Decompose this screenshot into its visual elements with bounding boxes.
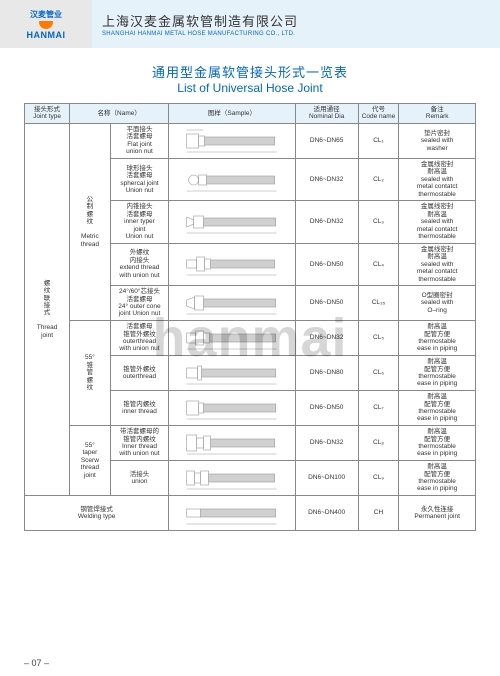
- sample-sketch-icon: [170, 126, 293, 156]
- cell-remark: 金属线密封 耐高温 sealed with metal contatct the…: [399, 158, 476, 200]
- cell-code: CL₇: [358, 390, 399, 425]
- cell-sub-metric: 公 制 螺 纹 Metric thread: [70, 123, 111, 320]
- th-sample: 图样（Sample）: [169, 104, 295, 124]
- cell-name: 24°/60°芯接头 活套螺母 24° outer cone joint Uni…: [110, 285, 169, 320]
- cell-name: 锥管内螺纹 inner thread: [110, 390, 169, 425]
- title-en: List of Universal Hose Joint: [0, 81, 500, 95]
- cell-dia: DN6~DN65: [295, 123, 358, 158]
- cell-name: 活套螺母 锥管外螺纹 outerthread with union nut: [110, 320, 169, 355]
- cell-code: CL₂: [358, 158, 399, 200]
- cell-code: CL₃: [358, 201, 399, 243]
- table-row: 55° 锥 管 螺 纹 活套螺母 锥管外螺纹 outerthread with …: [25, 320, 476, 355]
- cell-dia: DN6~DN32: [295, 158, 358, 200]
- table-row: 钢管焊接式 Welding type DN6~DN400 CH 永久性连接 Pe…: [25, 495, 476, 530]
- cell-sample: [169, 425, 295, 460]
- title-cn: 通用型金属软管接头形式一览表: [0, 62, 500, 81]
- title-block: 通用型金属软管接头形式一览表 List of Universal Hose Jo…: [0, 62, 500, 95]
- logo-icon: [39, 21, 53, 29]
- cell-sample: [169, 460, 295, 495]
- cell-remark: 垫片密封 sealed with washer: [399, 123, 476, 158]
- cell-dia: DN6~DN50: [295, 285, 358, 320]
- cell-welding-label: 钢管焊接式 Welding type: [25, 495, 169, 530]
- cell-dia: DN6~DN32: [295, 425, 358, 460]
- th-name: 名称（Name）: [70, 104, 169, 124]
- sample-sketch-icon: [170, 358, 293, 388]
- cell-remark: 耐高温 配管方便 thermostable ease in piping: [399, 320, 476, 355]
- cell-code: CH: [358, 495, 399, 530]
- cell-sub-55pipe: 55° 锥 管 螺 纹: [70, 320, 111, 425]
- sample-sketch-icon: [170, 165, 293, 195]
- cell-remark: 耐高温 配管方便 thermostable ease in piping: [399, 460, 476, 495]
- cell-remark: 耐高温 配管方便 thermostable ease in piping: [399, 355, 476, 390]
- th-dia: 适用通径 Nominal Dia: [295, 104, 358, 124]
- company-name-cn: 上海汉麦金属软管制造有限公司: [102, 11, 500, 30]
- cell-sample: [169, 123, 295, 158]
- cell-dia: DN6~DN400: [295, 495, 358, 530]
- th-joint-type: 接头形式 Joint type: [25, 104, 70, 124]
- cell-sample: [169, 158, 295, 200]
- sample-sketch-icon: [170, 249, 293, 279]
- cell-name: 活接头 union: [110, 460, 169, 495]
- sample-sketch-icon: [170, 393, 293, 423]
- cell-dia: DN6~DN50: [295, 243, 358, 285]
- cell-sample: [169, 243, 295, 285]
- table-head-row: 接头形式 Joint type 名称（Name） 图样（Sample） 适用通径…: [25, 104, 476, 124]
- cell-sample: [169, 355, 295, 390]
- cell-remark: 永久性连接 Permanent joint: [399, 495, 476, 530]
- cell-dia: DN6~DN32: [295, 201, 358, 243]
- logo-block: 汉麦管业 HANMAI: [0, 0, 92, 48]
- cell-remark: 金属线密封 耐高温 sealed with metal contatct the…: [399, 243, 476, 285]
- cell-remark: O型圈密封 sealed with O–ring: [399, 285, 476, 320]
- cell-remark: 耐高温 配管方便 thermostable ease in piping: [399, 390, 476, 425]
- cell-code: CL₁: [358, 123, 399, 158]
- table-wrap: 接头形式 Joint type 名称（Name） 图样（Sample） 适用通径…: [0, 103, 500, 531]
- cell-name: 球形接头 活套螺母 sphercal joint Union nut: [110, 158, 169, 200]
- th-remark: 备注 Remark: [399, 104, 476, 124]
- cell-joint-type-group: 螺 纹 联 接 式 Thread joint: [25, 123, 70, 495]
- cell-dia: DN6~DN100: [295, 460, 358, 495]
- sample-sketch-icon: [170, 463, 293, 493]
- cell-dia: DN6~DN32: [295, 320, 358, 355]
- cell-code: CL₅: [358, 320, 399, 355]
- cell-name: 带活套螺母的 锥管内螺纹 Inner thread with union nut: [110, 425, 169, 460]
- logo-text-top: 汉麦管业: [30, 9, 62, 20]
- sample-sketch-icon: [170, 428, 293, 458]
- table-row: 55° taper Scerw thread joint 带活套螺母的 锥管内螺…: [25, 425, 476, 460]
- sample-sketch-icon: [170, 207, 293, 237]
- cell-sample: [169, 320, 295, 355]
- cell-remark: 耐高温 配管方便 thermostable ease in piping: [399, 425, 476, 460]
- cell-name: 锥管外螺纹 outerthread: [110, 355, 169, 390]
- logo-text-bottom: HANMAI: [27, 30, 66, 40]
- cell-name: 平面接头 活套螺母 Flat joint union nut: [110, 123, 169, 158]
- cell-sample: [169, 201, 295, 243]
- cell-code: CL₉: [358, 460, 399, 495]
- hose-joint-table: 接头形式 Joint type 名称（Name） 图样（Sample） 适用通径…: [24, 103, 476, 531]
- table-row: 螺 纹 联 接 式 Thread joint 公 制 螺 纹 Metric th…: [25, 123, 476, 158]
- cell-name: 内锥接头 活套螺母 inner typer joint Union nut: [110, 201, 169, 243]
- sample-sketch-icon: [170, 288, 293, 318]
- sample-sketch-icon: [170, 323, 293, 353]
- cell-dia: DN6~DN80: [295, 355, 358, 390]
- cell-sample: [169, 495, 295, 530]
- cell-code: CL₈: [358, 425, 399, 460]
- sample-sketch-icon: [170, 498, 293, 528]
- cell-code: CL₃₅: [358, 285, 399, 320]
- cell-dia: DN6~DN50: [295, 390, 358, 425]
- cell-name: 外螺纹 内接头 extend thread with union nut: [110, 243, 169, 285]
- cell-code: CL₄: [358, 243, 399, 285]
- company-block: 上海汉麦金属软管制造有限公司 SHANGHAI HANMAI METAL HOS…: [92, 0, 500, 48]
- page-number: – 07 –: [24, 658, 49, 668]
- cell-sub-55taper: 55° taper Scerw thread joint: [70, 425, 111, 495]
- cell-sample: [169, 390, 295, 425]
- th-code: 代号 Code name: [358, 104, 399, 124]
- company-name-en: SHANGHAI HANMAI METAL HOSE MANUFACTURING…: [102, 31, 500, 37]
- cell-code: CL₆: [358, 355, 399, 390]
- cell-sample: [169, 285, 295, 320]
- cell-remark: 金属线密封 耐高温 sealed with metal contatct the…: [399, 201, 476, 243]
- header: 汉麦管业 HANMAI 上海汉麦金属软管制造有限公司 SHANGHAI HANM…: [0, 0, 500, 48]
